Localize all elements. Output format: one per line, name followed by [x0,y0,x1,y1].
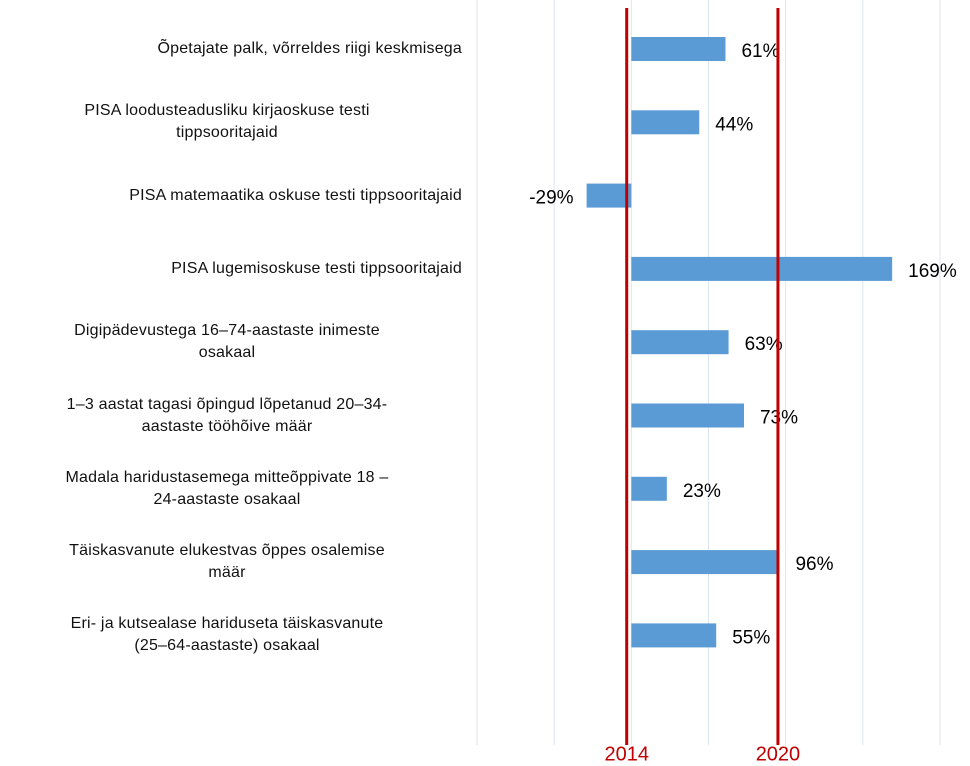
value-label: 96% [795,554,833,575]
bar [586,183,632,208]
bar [631,110,700,135]
category-label: Täiskasvanute elukestvas õppes osalemise… [69,542,385,582]
category-label: Õpetajate palk, võrreldes riigi keskmise… [157,40,462,57]
bar [631,623,717,648]
category-label: PISA loodusteadusliku kirjaoskuse testi … [84,102,370,142]
value-label: 61% [741,41,779,62]
value-label: 169% [908,261,957,282]
bar [631,403,744,428]
bar [631,37,726,61]
value-label: 44% [715,114,753,135]
bar [631,550,780,575]
reference-label: 2020 [756,743,801,765]
category-label: PISA lugemisoskuse testi tippsooritajaid [171,259,462,277]
value-label: 23% [683,481,721,502]
value-label: -29% [529,188,573,209]
value-label: 63% [745,334,783,355]
reference-label: 2014 [604,743,649,765]
category-label: PISA matemaatika oskuse testi tippsoorit… [129,186,462,204]
category-label: Digipädevustega 16–74-aastaste inimeste … [74,322,380,362]
bar [631,476,667,501]
category-label: 1–3 aastat tagasi õpingud lõpetanud 20–3… [66,395,388,435]
bar [631,256,893,281]
category-label: Eri- ja kutsealase hariduseta täiskasvan… [70,615,384,655]
bar [631,330,729,355]
category-label: Madala haridustasemega mitteõppivate 18 … [65,468,389,508]
value-label: 55% [732,627,770,648]
